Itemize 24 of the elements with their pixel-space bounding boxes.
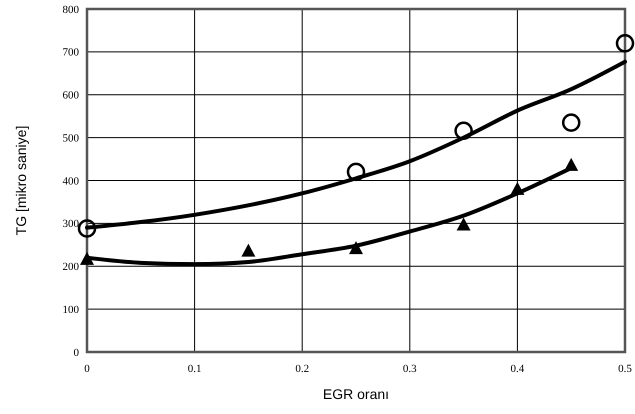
y-tick-label: 400 — [62, 175, 80, 188]
point — [454, 122, 473, 140]
x-tick-label: 0 — [84, 363, 90, 375]
y-tick-label: 300 — [62, 218, 80, 230]
y-tick-label: 800 — [62, 4, 80, 16]
x-tick-label: 0.3 — [402, 363, 418, 375]
x-tick-label: 0.4 — [510, 363, 525, 375]
y-tick-label: 700 — [62, 46, 80, 59]
y-tick-label: 500 — [62, 132, 80, 144]
x-tick-label: 0.5 — [618, 363, 632, 375]
point — [562, 113, 580, 132]
x-tick-label: 0.1 — [188, 363, 202, 375]
point — [241, 244, 256, 257]
y-tick-label: 0 — [74, 346, 80, 359]
x-axis-title: EGR oranı — [322, 386, 390, 402]
point — [346, 162, 366, 182]
y-tick-label: 600 — [62, 90, 80, 102]
y-tick-label: 200 — [62, 261, 80, 274]
point — [78, 219, 96, 238]
x-tick-label: 0.2 — [295, 363, 310, 375]
y-axis-title: TG [mikro saniye] — [13, 126, 29, 236]
point — [456, 218, 471, 231]
y-tick-label: 100 — [62, 304, 80, 316]
point — [616, 34, 634, 53]
